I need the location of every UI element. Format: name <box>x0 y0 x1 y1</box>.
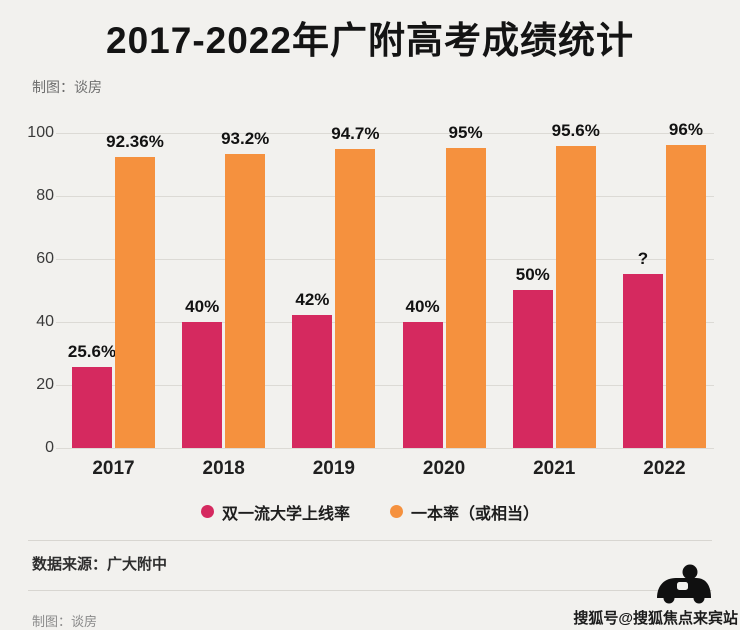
bar-2022 <box>665 145 706 448</box>
credit-top: 制图：谈房 <box>32 78 102 95</box>
bar-column: 95% <box>445 123 486 448</box>
bar-group-2020: 40% 95% <box>402 123 486 448</box>
value-label: 96% <box>668 120 703 140</box>
value-label: 40% <box>405 296 440 316</box>
car-doodle-icon <box>657 564 711 604</box>
bar-column: 95.6% <box>552 121 600 448</box>
value-label: 42% <box>295 290 330 310</box>
bar-2021 <box>555 146 596 448</box>
gridline <box>56 321 714 323</box>
bar-2018 <box>225 153 266 448</box>
legend-dot-icon <box>200 505 214 519</box>
chart-legend: 双一流大学上线率 一本率（或相当） <box>0 500 740 524</box>
x-axis-label: 2020 <box>422 457 466 479</box>
bar-column: 40% <box>402 133 443 448</box>
bar-group-2021: 50% 95.6% <box>512 121 600 448</box>
bar-column: 93.2% <box>221 129 269 448</box>
value-label: 92.36% <box>106 131 164 151</box>
bar-column: 42% <box>292 133 333 448</box>
bar-column: 94.7% <box>331 124 379 448</box>
gridline <box>56 132 714 134</box>
x-axis-label: 2022 <box>643 457 686 479</box>
x-axis-label: 2019 <box>312 457 356 479</box>
watermark: 搜狐号@搜狐焦点来宾站 <box>573 563 740 630</box>
y-axis-tick-label: 100 <box>27 123 54 141</box>
gridline <box>56 447 714 449</box>
bar-2020 <box>445 148 486 448</box>
bar-column: ? <box>622 133 663 448</box>
bar-2018 <box>182 321 223 448</box>
value-label: 94.7% <box>331 124 380 144</box>
credit-bottom: 制图：谈房 <box>32 613 98 629</box>
x-axis: 2017 2018 2019 2020 2021 2022 <box>64 448 714 480</box>
bar-2019 <box>335 149 376 448</box>
value-label: 25.6% <box>67 341 117 361</box>
bar-column: 92.36% <box>106 132 164 448</box>
y-axis-tick-label: 80 <box>36 186 54 204</box>
x-axis-label: 2021 <box>533 457 576 479</box>
value-label: 95.6% <box>551 121 600 141</box>
y-axis-tick-label: 40 <box>36 312 54 330</box>
x-axis-label: 2017 <box>92 457 135 479</box>
gridline <box>56 258 714 260</box>
bar-2017 <box>72 366 112 448</box>
bar-column: 50% <box>512 133 553 448</box>
value-label: ? <box>637 249 649 269</box>
bar-2020 <box>402 321 443 448</box>
value-label: 95% <box>448 123 483 143</box>
legend-dot-icon <box>390 505 403 519</box>
bar-2019 <box>292 315 333 448</box>
bar-2021 <box>512 290 553 448</box>
value-label: 40% <box>185 296 220 316</box>
bar-group-2019: 42% 94.7% <box>292 124 379 448</box>
bar-column: 25.6% <box>68 133 116 448</box>
bar-group-2018: 40% 93.2% <box>182 129 269 448</box>
bar-groups: 25.6% 92.36% 40% 93.2% 42% 94.7% 40% 95% 50% 95.6… <box>64 120 714 448</box>
bar-2022 <box>622 274 663 448</box>
legend-item: 双一流大学上线率 <box>200 500 350 524</box>
bar-column: 96% <box>665 120 706 448</box>
divider-top <box>28 539 712 541</box>
legend-label: 双一流大学上线率 <box>221 505 350 523</box>
plot-area: 0 20 40 60 80 100 25.6% 92.36% 40% 93.2% 42% 94.7% 4… <box>27 120 714 456</box>
y-axis-tick-label: 20 <box>36 375 54 393</box>
gridline <box>56 384 714 386</box>
legend-label: 一本率（或相当） <box>411 505 540 523</box>
divider-bottom <box>28 589 712 591</box>
page-title: 2017-2022年广附高考成绩统计 <box>106 20 634 61</box>
gridline <box>56 195 714 197</box>
value-label: 93.2% <box>221 128 270 148</box>
x-axis-label: 2018 <box>202 457 245 479</box>
data-source: 数据来源：广大附中 <box>32 555 168 573</box>
bar-2017 <box>115 156 155 448</box>
watermark-text: 搜狐号@搜狐焦点来宾站 <box>573 610 738 627</box>
bar-group-2022: ? 96% <box>622 120 706 448</box>
bar-column: 40% <box>182 133 223 448</box>
bar-group-2017: 25.6% 92.36% <box>68 132 164 448</box>
y-axis-tick-label: 60 <box>36 249 54 267</box>
value-label: 50% <box>515 265 550 285</box>
legend-item: 一本率（或相当） <box>390 500 539 524</box>
y-axis-tick-label: 0 <box>45 438 54 456</box>
bar-chart: 0 20 40 60 80 100 25.6% 92.36% 40% 93.2% 42% 94.7% 4… <box>27 120 714 480</box>
